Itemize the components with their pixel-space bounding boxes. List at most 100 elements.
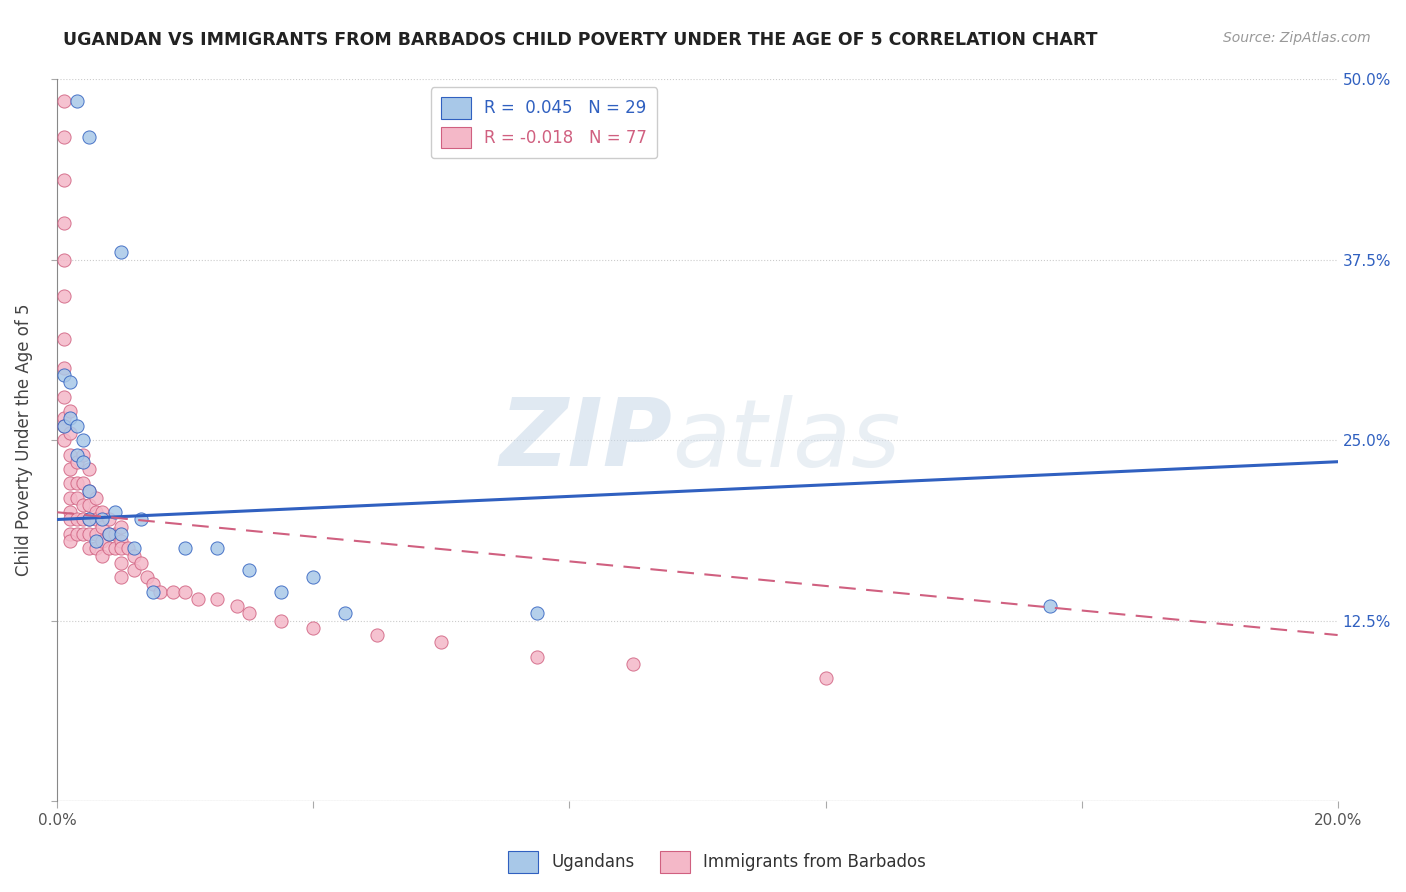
Point: [110, 534, 132, 549]
Point: [79, 129, 101, 144]
Point: [238, 563, 260, 577]
Point: [79, 483, 101, 498]
Point: [136, 570, 159, 584]
Point: [270, 584, 292, 599]
Legend: Ugandans, Immigrants from Barbados: Ugandans, Immigrants from Barbados: [502, 845, 932, 880]
Point: [52, 418, 75, 433]
Point: [225, 599, 247, 614]
Point: [52, 411, 75, 425]
Point: [97, 527, 120, 541]
Point: [79, 512, 101, 526]
Text: atlas: atlas: [672, 394, 900, 485]
Point: [52, 433, 75, 447]
Point: [59, 512, 82, 526]
Point: [84, 512, 107, 526]
Point: [52, 94, 75, 108]
Point: [72, 448, 94, 462]
Point: [623, 657, 645, 671]
Point: [59, 462, 82, 476]
Point: [52, 252, 75, 267]
Point: [129, 556, 152, 570]
Point: [52, 129, 75, 144]
Point: [52, 368, 75, 382]
Point: [97, 527, 120, 541]
Point: [187, 591, 209, 606]
Point: [207, 591, 229, 606]
Point: [79, 512, 101, 526]
Point: [84, 534, 107, 549]
Text: ZIP: ZIP: [499, 394, 672, 486]
Point: [110, 527, 132, 541]
Point: [110, 541, 132, 556]
Point: [59, 448, 82, 462]
Point: [65, 418, 87, 433]
Point: [59, 404, 82, 418]
Point: [97, 541, 120, 556]
Point: [52, 173, 75, 187]
Point: [238, 607, 260, 621]
Point: [84, 541, 107, 556]
Point: [59, 425, 82, 440]
Point: [72, 476, 94, 491]
Point: [142, 584, 165, 599]
Point: [117, 541, 139, 556]
Point: [91, 512, 114, 526]
Point: [72, 455, 94, 469]
Point: [814, 672, 837, 686]
Point: [59, 527, 82, 541]
Point: [65, 448, 87, 462]
Point: [59, 411, 82, 425]
Point: [59, 534, 82, 549]
Point: [104, 505, 127, 519]
Point: [302, 621, 325, 635]
Point: [84, 505, 107, 519]
Legend: R =  0.045   N = 29, R = -0.018   N = 77: R = 0.045 N = 29, R = -0.018 N = 77: [430, 87, 657, 159]
Point: [65, 455, 87, 469]
Point: [110, 519, 132, 533]
Point: [91, 549, 114, 563]
Point: [162, 584, 184, 599]
Point: [104, 541, 127, 556]
Point: [52, 332, 75, 346]
Point: [366, 628, 388, 642]
Point: [65, 491, 87, 505]
Point: [65, 94, 87, 108]
Point: [79, 462, 101, 476]
Text: Source: ZipAtlas.com: Source: ZipAtlas.com: [1223, 31, 1371, 45]
Point: [110, 570, 132, 584]
Point: [270, 614, 292, 628]
Point: [335, 607, 357, 621]
Point: [1038, 599, 1060, 614]
Point: [79, 498, 101, 512]
Point: [65, 527, 87, 541]
Point: [72, 433, 94, 447]
Point: [72, 512, 94, 526]
Text: UGANDAN VS IMMIGRANTS FROM BARBADOS CHILD POVERTY UNDER THE AGE OF 5 CORRELATION: UGANDAN VS IMMIGRANTS FROM BARBADOS CHIL…: [63, 31, 1098, 49]
Point: [52, 216, 75, 230]
Point: [97, 512, 120, 526]
Point: [72, 498, 94, 512]
Point: [79, 483, 101, 498]
Point: [526, 607, 548, 621]
Y-axis label: Child Poverty Under the Age of 5: Child Poverty Under the Age of 5: [15, 304, 32, 576]
Point: [91, 534, 114, 549]
Point: [207, 541, 229, 556]
Point: [91, 519, 114, 533]
Point: [526, 649, 548, 664]
Point: [122, 541, 145, 556]
Point: [174, 541, 197, 556]
Point: [52, 360, 75, 375]
Point: [72, 527, 94, 541]
Point: [149, 584, 172, 599]
Point: [84, 491, 107, 505]
Point: [52, 418, 75, 433]
Point: [104, 527, 127, 541]
Point: [59, 476, 82, 491]
Point: [79, 527, 101, 541]
Point: [122, 563, 145, 577]
Point: [59, 491, 82, 505]
Point: [91, 505, 114, 519]
Point: [142, 577, 165, 591]
Point: [110, 245, 132, 260]
Point: [65, 476, 87, 491]
